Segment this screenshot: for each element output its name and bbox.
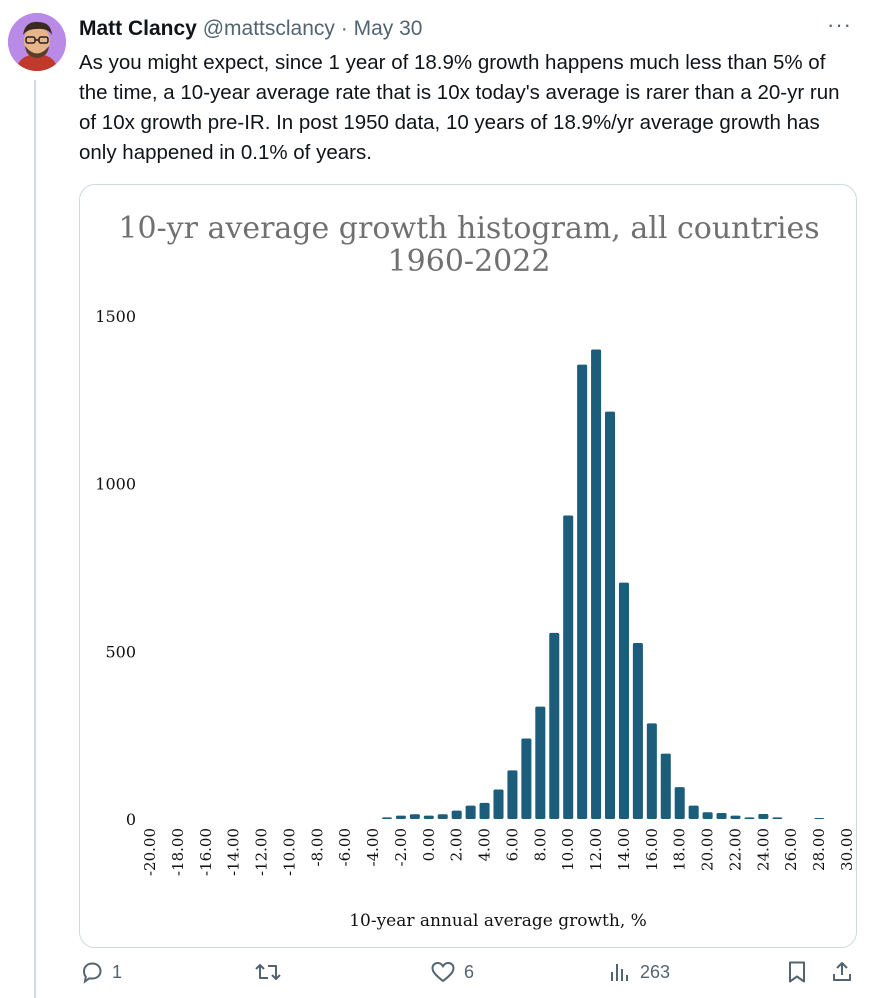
histogram-bar — [549, 632, 560, 819]
share-button[interactable] — [830, 960, 854, 984]
histogram-bar — [591, 349, 602, 819]
bookmark-button[interactable] — [786, 960, 808, 984]
chart-title-line2: 1960-2022 — [388, 244, 551, 279]
histogram-bar — [437, 814, 448, 819]
views-count: 263 — [640, 961, 671, 982]
x-tick-label: -2.00 — [392, 828, 410, 866]
x-tick-label: -12.00 — [253, 828, 271, 876]
histogram-bar — [521, 738, 532, 819]
histogram-bar — [479, 802, 490, 819]
meta-separator: · — [340, 17, 348, 40]
histogram-bar — [451, 810, 462, 819]
avatar-illustration — [8, 13, 66, 71]
histogram-bar — [646, 723, 657, 819]
x-tick-label: 0.00 — [420, 828, 438, 861]
x-tick-label: 26.00 — [782, 828, 800, 871]
histogram-bar — [772, 817, 783, 819]
x-tick-label: 14.00 — [615, 828, 633, 871]
histogram-bar — [577, 364, 588, 819]
x-tick-label: 22.00 — [726, 828, 744, 871]
histogram-bar — [618, 582, 629, 819]
x-tick-label: 18.00 — [671, 828, 689, 871]
bookmark-icon — [789, 961, 805, 983]
x-tick-label: 6.00 — [503, 828, 521, 861]
histogram-bar — [493, 789, 504, 819]
reply-icon — [82, 962, 102, 984]
like-count: 6 — [464, 961, 475, 982]
x-tick-label: 24.00 — [754, 828, 772, 871]
x-axis-label: 10-year annual average growth, % — [349, 911, 647, 931]
author-handle[interactable]: @mattsclancy — [202, 17, 335, 40]
x-tick-label: 16.00 — [643, 828, 661, 871]
reply-button[interactable]: 1 — [80, 960, 122, 984]
x-tick-label: -4.00 — [364, 828, 382, 866]
action-bar: 1 6 263 — [0, 960, 870, 998]
histogram-bar — [814, 817, 825, 819]
avatar[interactable] — [8, 13, 66, 71]
tweet-date[interactable]: May 30 — [353, 17, 423, 40]
x-tick-label: -18.00 — [169, 828, 187, 876]
histogram-bar — [716, 812, 727, 819]
y-tick-label: 500 — [105, 642, 136, 661]
histogram-bar — [674, 787, 685, 819]
histogram-bar — [563, 515, 574, 819]
y-tick-label: 1000 — [95, 475, 136, 494]
heart-icon — [431, 961, 455, 983]
analytics-icon — [611, 964, 628, 981]
x-tick-label: 10.00 — [559, 828, 577, 871]
x-tick-label: -16.00 — [197, 828, 215, 876]
x-tick-label: -10.00 — [280, 828, 298, 876]
repost-button[interactable] — [254, 960, 282, 984]
tweet-text: As you might expect, since 1 year of 18.… — [79, 51, 840, 164]
x-tick-label: 8.00 — [531, 828, 549, 861]
x-tick-label: -14.00 — [225, 828, 243, 876]
histogram-bar — [423, 815, 434, 819]
x-tick-label: -8.00 — [308, 828, 326, 866]
x-tick-label: 30.00 — [838, 828, 856, 871]
x-tick-label: 28.00 — [810, 828, 828, 871]
histogram-chart: 10-yr average growth histogram, all coun… — [95, 211, 856, 931]
x-tick-label: -6.00 — [336, 828, 354, 866]
like-button[interactable]: 6 — [430, 960, 474, 984]
histogram-bar — [465, 805, 476, 819]
x-tick-label: -20.00 — [141, 828, 159, 876]
histogram-bar — [660, 753, 671, 819]
x-tick-label: 20.00 — [699, 828, 717, 871]
y-tick-label: 1500 — [95, 307, 136, 326]
histogram-bar — [395, 815, 406, 819]
chart-title-line1: 10-yr average growth histogram, all coun… — [118, 211, 819, 246]
views-button[interactable]: 263 — [608, 960, 670, 984]
histogram-bar — [507, 770, 518, 819]
histogram-bar — [605, 411, 616, 819]
histogram-bar — [688, 805, 699, 819]
author-name[interactable]: Matt Clancy — [79, 17, 197, 40]
histogram-bar — [535, 706, 546, 819]
histogram-bar — [381, 817, 392, 819]
chart-image-card[interactable]: 10-yr average growth histogram, all coun… — [79, 184, 857, 948]
x-tick-label: 12.00 — [587, 828, 605, 871]
x-tick-label: 2.00 — [448, 828, 466, 861]
histogram-bar — [632, 642, 643, 819]
thread-line — [34, 80, 36, 998]
reply-count: 1 — [112, 961, 123, 982]
histogram-bar — [744, 817, 755, 819]
x-tick-label: 4.00 — [476, 828, 494, 861]
tweet-header: Matt Clancy @mattsclancy · May 30 — [79, 16, 422, 42]
share-icon — [833, 962, 851, 981]
histogram-bar — [730, 815, 741, 819]
y-tick-label: 0 — [126, 810, 136, 829]
histogram-bar — [702, 812, 713, 819]
histogram-bar — [409, 814, 420, 819]
histogram-bar — [758, 813, 769, 819]
repost-icon — [255, 964, 281, 980]
more-options-button[interactable]: ··· — [827, 12, 852, 37]
